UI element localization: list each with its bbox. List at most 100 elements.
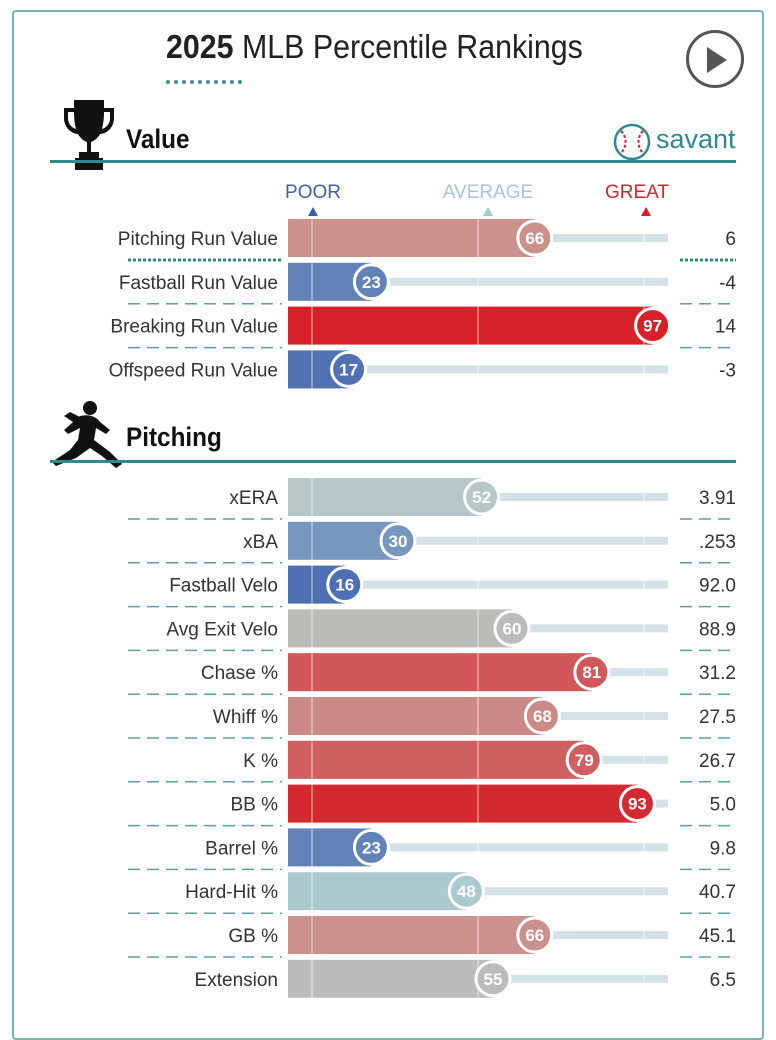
title-text: MLB Percentile Rankings: [241, 28, 583, 65]
bar-tail: [348, 365, 668, 374]
bar-tail: [584, 755, 668, 764]
row-label: Extension: [195, 970, 278, 991]
percentile-label: 79: [575, 751, 594, 770]
row-value: 3.91: [699, 488, 736, 509]
play-button[interactable]: [686, 30, 744, 88]
bar-guide: [643, 521, 645, 560]
row-value: 27.5: [699, 707, 736, 728]
bar: [288, 697, 543, 735]
row-value: 88.9: [699, 619, 736, 640]
percentile-label: 17: [339, 360, 358, 379]
bar-tail: [371, 843, 668, 852]
percentile-circle: [634, 307, 672, 345]
percentile-circle: [326, 566, 364, 604]
title-year: 2025: [166, 28, 234, 65]
bar-guide: [311, 478, 313, 516]
bar-guide: [311, 521, 313, 560]
bar-guide: [643, 653, 645, 692]
bar-guide: [643, 959, 645, 998]
row-value: 6: [725, 229, 736, 250]
section-title-value: Value: [126, 124, 190, 154]
percentile-label: 81: [582, 663, 601, 682]
scale-label-poor: POOR: [285, 182, 341, 203]
bar-tail: [542, 712, 668, 720]
percentile-label: 23: [362, 273, 381, 292]
row-value: -4: [719, 273, 736, 294]
pitcher-silhouette-icon: [52, 401, 122, 468]
bar-guide: [643, 565, 645, 604]
bar-guide: [311, 872, 313, 911]
percentile-circle: [573, 653, 611, 691]
bar: [288, 219, 535, 257]
percentile-circle: [523, 697, 561, 735]
bar: [288, 478, 482, 516]
section-divider-pitching: [50, 460, 736, 463]
bar-guide: [311, 959, 313, 998]
percentile-circle: [379, 522, 417, 560]
row-label: Pitching Run Value: [118, 229, 278, 250]
percentile-circle: [618, 785, 656, 823]
row-label: Whiff %: [213, 707, 278, 728]
bar-guide: [477, 521, 479, 560]
percentile-label: 68: [533, 707, 552, 726]
bar-tail: [481, 493, 668, 501]
row-label: xBA: [243, 532, 278, 553]
bar-guide: [643, 478, 645, 516]
bar-guide: [477, 609, 479, 648]
bar-guide: [477, 784, 479, 823]
row-label: Chase %: [201, 663, 278, 684]
percentile-circle: [352, 828, 390, 866]
percentile-circle: [352, 263, 390, 301]
row-value: .253: [699, 532, 736, 553]
percentile-circle: [516, 219, 554, 257]
bar-guide: [477, 565, 479, 604]
bar: [288, 609, 512, 648]
bar-guide: [311, 609, 313, 648]
bar-tail: [591, 668, 668, 677]
bar-guide: [311, 262, 313, 301]
bar-guide: [477, 828, 479, 867]
bar-guide: [477, 306, 479, 345]
row-label: Breaking Run Value: [110, 317, 278, 338]
bar-guide: [311, 219, 313, 257]
percentile-circle: [474, 960, 512, 998]
bar-tail: [466, 887, 668, 896]
percentile-label: 60: [503, 619, 522, 638]
bar-tail: [493, 974, 668, 983]
row-label: BB %: [230, 795, 278, 816]
row-label: Avg Exit Velo: [166, 619, 278, 640]
row-value: -3: [719, 360, 736, 381]
bar-guide: [311, 916, 313, 954]
percentile-circle: [463, 478, 501, 516]
bar-tail: [534, 931, 668, 939]
bar: [288, 653, 592, 692]
poor-marker: [308, 207, 318, 216]
row-value: 92.0: [699, 576, 736, 597]
great-marker: [641, 207, 651, 216]
row-label: Hard-Hit %: [185, 882, 278, 903]
bar-guide: [311, 784, 313, 823]
bar-guide: [311, 653, 313, 692]
bar: [288, 872, 467, 911]
row-value: 6.5: [710, 970, 736, 991]
bar-tail: [398, 536, 668, 545]
percentile-circle: [565, 741, 603, 779]
bar-tail: [344, 580, 668, 589]
percentile-label: 30: [389, 532, 408, 551]
savant-label[interactable]: savant: [656, 124, 736, 154]
row-value: 14: [715, 317, 737, 338]
bar-guide: [311, 828, 313, 867]
percentile-circle: [493, 609, 531, 647]
row-value: 26.7: [699, 751, 736, 772]
bar: [288, 740, 585, 779]
bar-guide: [643, 219, 645, 257]
percentile-label: 23: [362, 838, 381, 857]
page-title: 2025 MLB Percentile Rankings: [166, 28, 583, 66]
bar: [288, 959, 493, 998]
percentile-circle: [330, 350, 368, 388]
percentile-label: 66: [525, 926, 544, 945]
bar-guide: [643, 916, 645, 954]
row-label: Fastball Run Value: [119, 273, 278, 294]
bar-guide: [477, 653, 479, 692]
